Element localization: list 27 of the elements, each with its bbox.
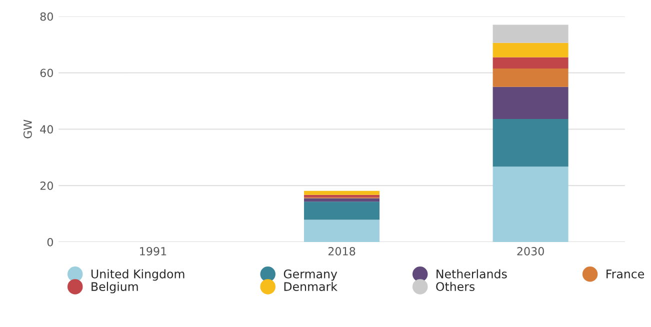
legend-label: Belgium bbox=[92, 282, 138, 294]
bar bbox=[492, 86, 568, 120]
y-tick-label: 40 bbox=[40, 125, 53, 134]
bar bbox=[492, 57, 568, 69]
legend-label: Denmark bbox=[284, 282, 338, 292]
bar bbox=[492, 42, 568, 58]
legend-label: France bbox=[606, 270, 644, 278]
bar bbox=[304, 190, 380, 195]
y-tick-label: 0 bbox=[47, 238, 53, 246]
legend-label: Others bbox=[436, 282, 475, 292]
y-axis-title: GW bbox=[23, 120, 32, 138]
bar bbox=[304, 202, 380, 220]
y-tick-label: 20 bbox=[40, 182, 53, 190]
y-tick-label: 60 bbox=[40, 68, 53, 78]
x-tick-label: 2030 bbox=[517, 247, 544, 256]
bar bbox=[492, 119, 568, 167]
x-tick-label: 2018 bbox=[328, 247, 356, 256]
legend-label: Germany bbox=[284, 269, 338, 281]
bar bbox=[492, 24, 568, 43]
bar bbox=[304, 220, 380, 242]
legend-label: United Kingdom bbox=[91, 269, 184, 281]
bar bbox=[492, 68, 568, 87]
x-tick-label: 1991 bbox=[140, 247, 166, 256]
bar bbox=[492, 166, 568, 242]
y-tick-label: 80 bbox=[40, 12, 53, 21]
bar bbox=[304, 194, 380, 198]
legend-label: Netherlands bbox=[436, 269, 507, 278]
